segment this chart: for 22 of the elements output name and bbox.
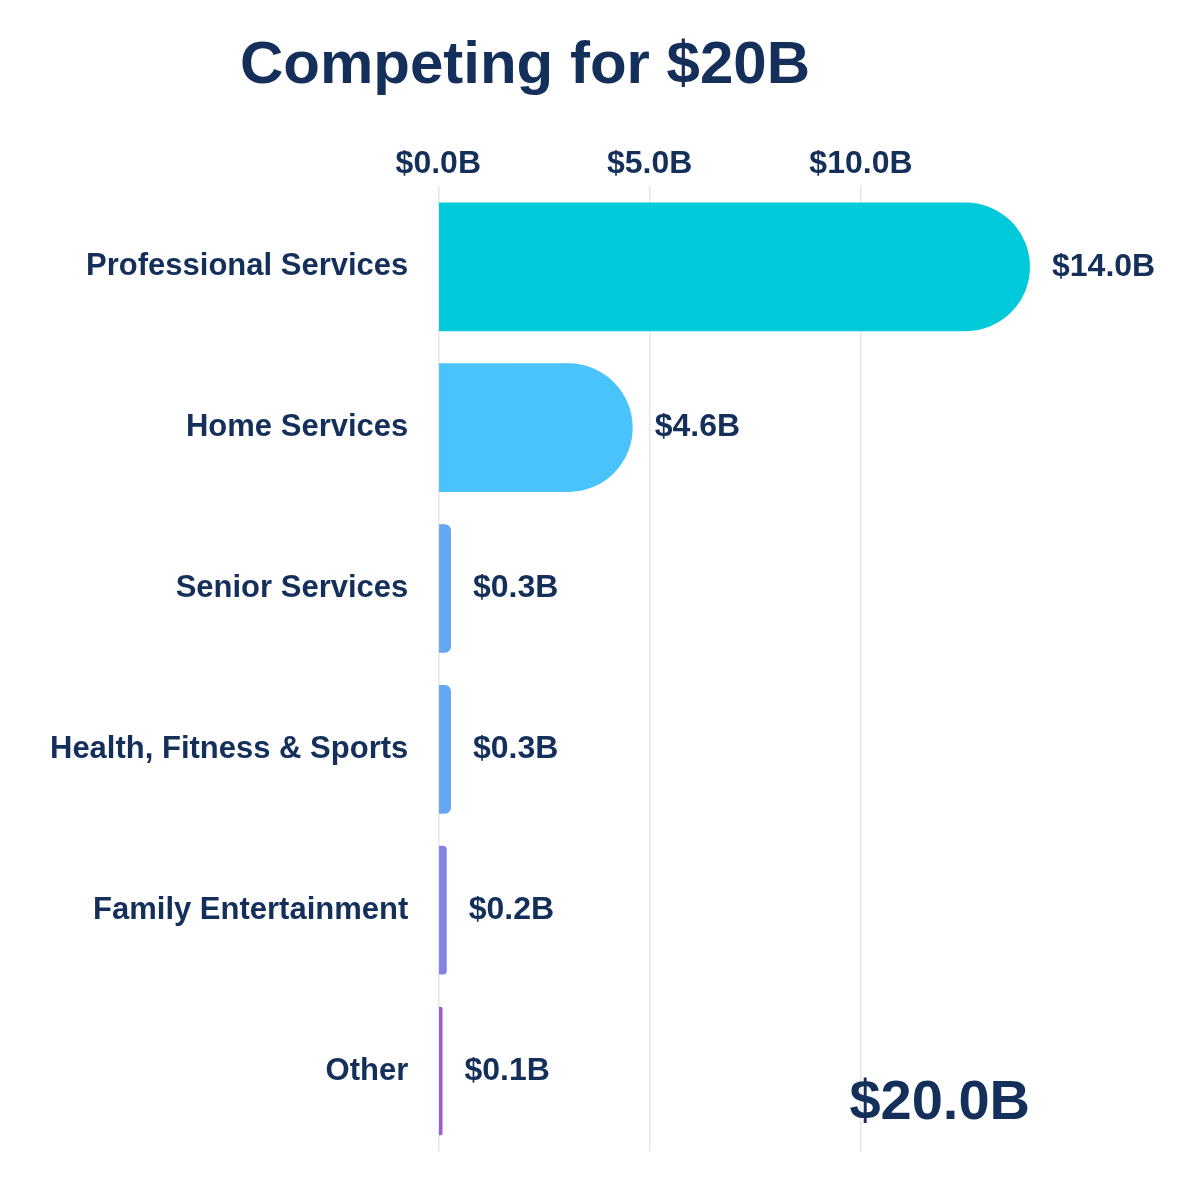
data-label: $14.0B	[1052, 246, 1156, 283]
data-label: $0.3B	[472, 568, 559, 605]
bar	[439, 845, 447, 975]
x-tick-label: $0.0B	[395, 144, 481, 181]
chart-title: Competing for $20B	[239, 28, 811, 96]
y-tick-label: Health, Fitness & Sports	[49, 729, 409, 765]
bar	[439, 684, 451, 814]
bar	[439, 202, 1030, 332]
bar	[439, 524, 451, 653]
y-tick-label: Other	[325, 1051, 409, 1087]
y-tick-label: Family Entertainment	[93, 890, 409, 926]
data-label: $0.3B	[472, 729, 559, 766]
data-label: $0.1B	[464, 1050, 550, 1087]
bar	[439, 1006, 443, 1136]
y-tick-label: Professional Services	[86, 247, 409, 283]
data-label: $4.6B	[654, 407, 741, 444]
y-tick-label: Home Services	[185, 408, 409, 444]
y-tick-label: Senior Services	[175, 569, 409, 605]
data-label: $0.2B	[468, 889, 555, 926]
annotation: $20.0B	[849, 1067, 1030, 1131]
x-tick-label: $5.0B	[606, 144, 693, 181]
x-tick-label: $10.0B	[809, 144, 913, 181]
